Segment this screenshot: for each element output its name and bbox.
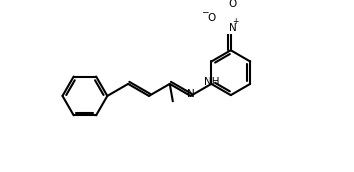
- Text: N: N: [187, 89, 194, 99]
- Text: O: O: [208, 13, 216, 23]
- Text: +: +: [232, 17, 239, 26]
- Text: NH: NH: [204, 77, 219, 87]
- Text: O: O: [228, 0, 236, 9]
- Text: −: −: [201, 7, 209, 16]
- Text: N: N: [228, 23, 236, 33]
